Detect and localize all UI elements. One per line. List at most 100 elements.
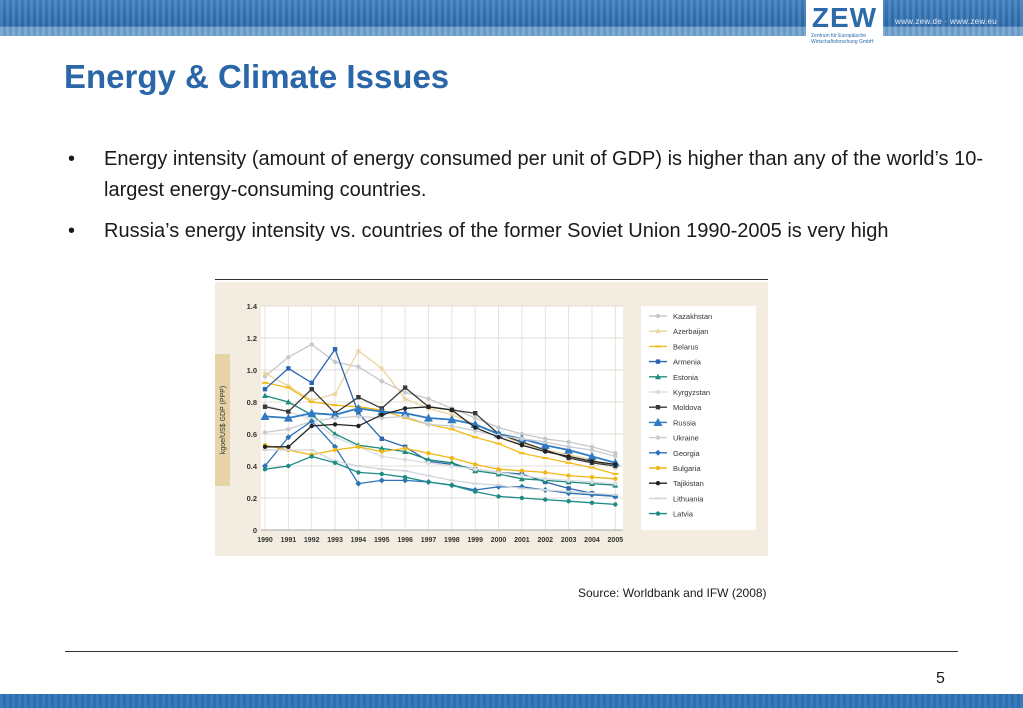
bullet-text: Energy intensity (amount of energy consu… bbox=[104, 148, 983, 201]
series-point bbox=[472, 436, 479, 439]
series-point bbox=[565, 461, 572, 464]
x-tick-label: 1990 bbox=[257, 537, 273, 544]
series-point bbox=[449, 407, 455, 413]
x-tick-label: 2001 bbox=[514, 537, 530, 544]
series-point bbox=[262, 463, 268, 469]
series-point bbox=[262, 467, 268, 472]
series-point bbox=[426, 451, 431, 456]
series-point bbox=[613, 454, 618, 459]
series-point bbox=[566, 473, 571, 478]
footer-band bbox=[0, 694, 1023, 708]
series-point bbox=[543, 470, 548, 475]
series-point bbox=[472, 462, 478, 467]
series-point bbox=[472, 425, 478, 430]
series-point bbox=[588, 466, 595, 469]
ylabel-strip bbox=[215, 354, 230, 486]
series-point bbox=[496, 425, 501, 430]
x-tick-label: 2003 bbox=[561, 537, 577, 544]
series-point bbox=[379, 436, 384, 441]
series-point bbox=[402, 475, 408, 480]
series-point bbox=[566, 499, 571, 504]
series-point bbox=[613, 451, 618, 456]
series-point bbox=[519, 468, 525, 473]
series-point bbox=[332, 404, 339, 407]
series-point bbox=[402, 448, 409, 454]
legend-label: Ukraine bbox=[673, 434, 699, 443]
series-point bbox=[377, 407, 387, 416]
legend-label: Estonia bbox=[673, 373, 699, 382]
legend-label: Belarus bbox=[673, 342, 699, 351]
series-point bbox=[378, 477, 385, 484]
series-point bbox=[356, 364, 361, 369]
series-point bbox=[332, 347, 338, 352]
series-point bbox=[401, 395, 409, 402]
series-point bbox=[262, 387, 268, 392]
series-line bbox=[264, 343, 616, 454]
series-point bbox=[566, 454, 571, 459]
footer-rule bbox=[65, 651, 958, 652]
series-point bbox=[402, 477, 409, 484]
series-point bbox=[495, 442, 502, 445]
series-point bbox=[331, 390, 339, 397]
series-point bbox=[285, 386, 292, 389]
logo-wordmark: ZEW bbox=[811, 2, 878, 33]
y-tick-label: 1.2 bbox=[247, 334, 257, 343]
legend-label: Moldova bbox=[673, 403, 702, 412]
series-point bbox=[472, 415, 478, 421]
legend-swatch-marker bbox=[655, 313, 661, 319]
x-tick-label: 2004 bbox=[584, 537, 600, 544]
series-line bbox=[264, 407, 616, 464]
series-point bbox=[286, 427, 291, 432]
series-point bbox=[519, 495, 525, 501]
x-tick-label: 2000 bbox=[491, 537, 507, 544]
series-point bbox=[449, 463, 455, 469]
legend-swatch-marker bbox=[655, 465, 661, 471]
y-tick-label: 1.4 bbox=[247, 302, 258, 311]
y-tick-label: 0.8 bbox=[247, 398, 257, 407]
y-tick-label: 0.2 bbox=[247, 494, 257, 503]
series-point bbox=[379, 415, 384, 421]
series-point bbox=[332, 435, 338, 440]
legend-label: Kyrgyzstan bbox=[673, 388, 710, 397]
series-point bbox=[309, 423, 314, 429]
series-line bbox=[264, 455, 616, 506]
series-point bbox=[426, 396, 431, 401]
page-number: 5 bbox=[936, 670, 945, 687]
series-point bbox=[426, 422, 431, 427]
series-line bbox=[264, 382, 616, 475]
series-point bbox=[564, 445, 574, 454]
series-point bbox=[519, 443, 525, 448]
series-point bbox=[540, 440, 550, 449]
series-point bbox=[262, 449, 268, 451]
legend-label: Tajikistan bbox=[673, 479, 704, 488]
header-url[interactable]: www.zew.de · www.zew.eu bbox=[895, 17, 998, 26]
legend-label: Russia bbox=[673, 418, 697, 427]
series-point bbox=[332, 460, 338, 465]
series-point bbox=[286, 444, 291, 449]
x-tick-label: 1993 bbox=[327, 537, 343, 544]
series-point bbox=[613, 481, 618, 486]
bullet-list: • Energy intensity (amount of energy con… bbox=[66, 144, 986, 257]
legend-swatch-marker bbox=[655, 511, 661, 516]
series-point bbox=[472, 428, 478, 433]
legend-label: Bulgaria bbox=[673, 464, 701, 473]
y-tick-label: 1.0 bbox=[247, 366, 257, 375]
series-point bbox=[402, 406, 408, 411]
x-tick-label: 1994 bbox=[351, 537, 367, 544]
series-point bbox=[285, 399, 292, 405]
zew-logo[interactable]: ZEW Zentrum für Europäische Wirtschaftsf… bbox=[806, 0, 883, 50]
legend-swatch-marker bbox=[655, 389, 661, 395]
energy-intensity-chart: kgoe/US$ GDP (PPP) 0 0.2 0.4 0.6 0.8 1.0 1.2 1.4… bbox=[215, 282, 768, 556]
series-point bbox=[285, 434, 292, 441]
legend-swatch-marker bbox=[655, 497, 661, 500]
series-point bbox=[472, 482, 479, 485]
series-point bbox=[286, 409, 291, 414]
series-point bbox=[425, 474, 432, 477]
series-point bbox=[589, 444, 595, 449]
series-point bbox=[309, 454, 314, 459]
legend-swatch-marker bbox=[654, 328, 662, 335]
series-point bbox=[262, 381, 268, 384]
series-point bbox=[378, 445, 385, 451]
series-line bbox=[264, 415, 616, 458]
series-point bbox=[519, 436, 525, 441]
